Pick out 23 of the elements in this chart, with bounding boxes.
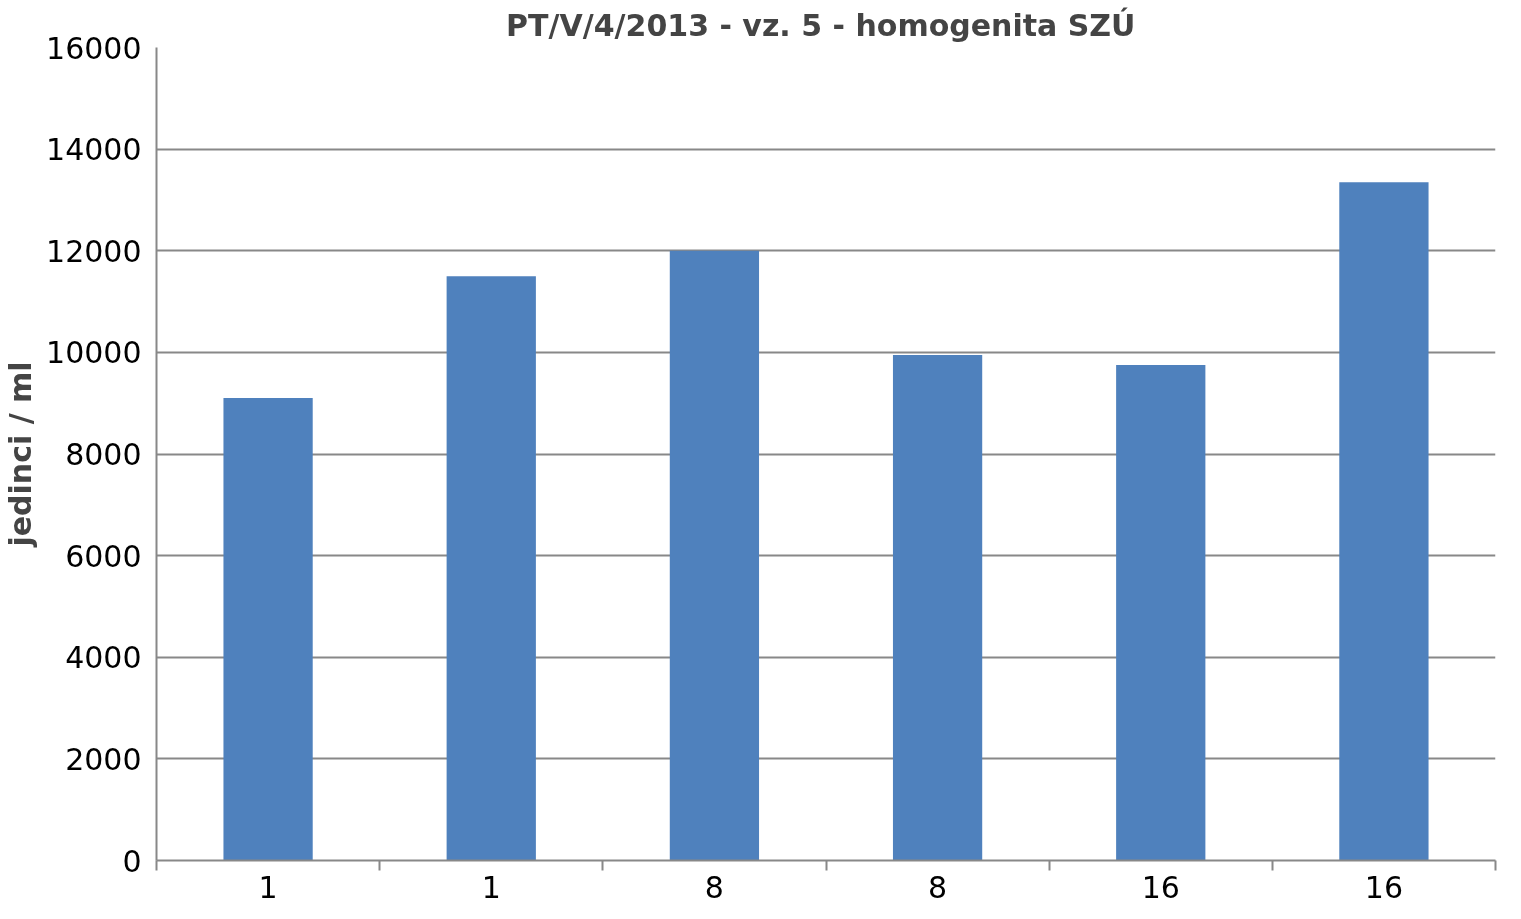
y-tick-label: 4000 [65, 640, 142, 676]
bar [1339, 182, 1429, 861]
chart-title: PT/V/4/2013 - vz. 5 - homogenita SZÚ [506, 6, 1136, 43]
bar [1116, 365, 1206, 861]
y-axis-title: jedinci / ml [3, 361, 39, 548]
x-tick-label: 8 [704, 869, 724, 905]
bar [669, 250, 760, 861]
y-tick-label: 0 [122, 843, 142, 879]
x-tick-label: 1 [481, 869, 501, 905]
x-tick-label: 8 [928, 869, 948, 905]
x-tick-label: 1 [258, 869, 278, 905]
y-tick-label: 6000 [65, 538, 142, 574]
x-tick-label: 16 [1141, 869, 1180, 905]
y-tick-label: 14000 [46, 132, 142, 168]
bar [223, 398, 313, 861]
y-tick-label: 12000 [46, 233, 142, 269]
y-tick-label: 2000 [65, 741, 142, 777]
bar [892, 354, 983, 861]
x-tick-label: 16 [1364, 869, 1404, 905]
bar [446, 276, 536, 861]
y-tick-label: 16000 [46, 30, 142, 66]
y-tick-label: 10000 [46, 335, 142, 371]
y-tick-label: 8000 [65, 437, 142, 472]
